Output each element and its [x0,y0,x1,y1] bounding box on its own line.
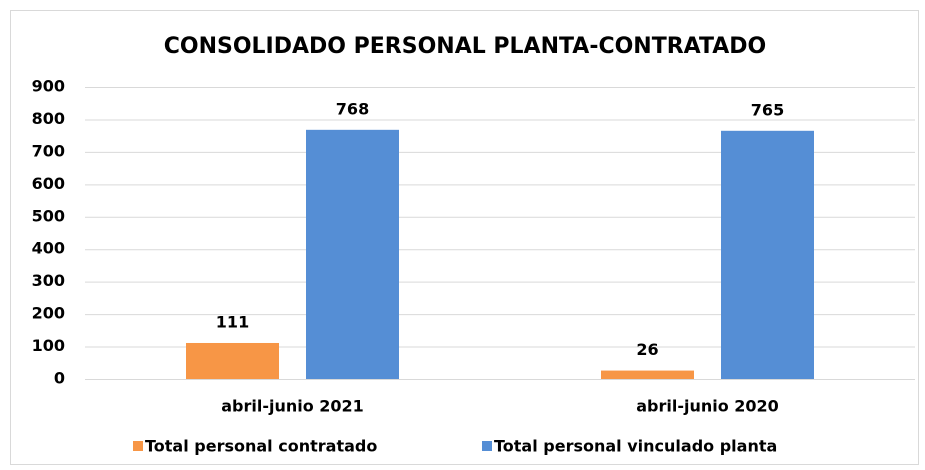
y-tick-label: 600 [32,174,65,193]
y-tick-label: 400 [32,239,65,258]
y-tick-label: 800 [32,109,65,128]
legend-label: Total personal vinculado planta [494,437,777,456]
bar [601,370,694,379]
bar [306,129,399,379]
y-tick-label: 900 [32,77,65,96]
legend-swatch [482,441,492,451]
data-label: 768 [336,99,369,118]
y-tick-label: 0 [54,369,65,388]
x-tick-label: abril-junio 2020 [636,397,779,416]
y-tick-label: 200 [32,304,65,323]
x-tick-label: abril-junio 2021 [221,397,364,416]
bar [721,130,814,379]
data-label: 26 [636,340,658,359]
legend-label: Total personal contratado [145,437,377,456]
y-tick-label: 300 [32,271,65,290]
bar [186,342,279,379]
data-label: 765 [751,100,784,119]
y-tick-label: 700 [32,141,65,160]
y-tick-label: 100 [32,336,65,355]
chart-title: CONSOLIDADO PERSONAL PLANTA-CONTRATADO [164,34,767,59]
data-label: 111 [216,312,249,331]
y-tick-label: 500 [32,206,65,225]
legend-swatch [133,441,143,451]
